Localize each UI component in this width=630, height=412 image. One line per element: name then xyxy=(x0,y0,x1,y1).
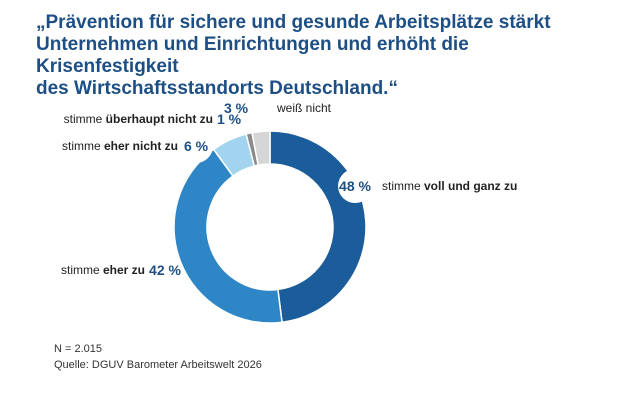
pct-badge-voll-und-ganz xyxy=(338,169,372,203)
pct-label-ueberhaupt-nicht: 1 % xyxy=(217,111,242,127)
category-label-emphasis: eher zu xyxy=(103,263,145,277)
chart-title-line: Unternehmen und Einrichtungen und erhöht… xyxy=(36,34,469,77)
category-label-prefix: stimme xyxy=(61,263,103,277)
chart-title-line: des Wirtschaftsstandorts Deutschland.“ xyxy=(36,78,398,99)
source-note: Quelle: DGUV Barometer Arbeitswelt 2026 xyxy=(54,359,262,371)
pct-badge-ueberhaupt-nicht xyxy=(214,104,244,134)
chart-title: „Prävention für sichere und gesunde Arbe… xyxy=(36,12,616,100)
category-label-eher-nicht: stimme eher nicht zu xyxy=(62,139,178,153)
category-label-emphasis: überhaupt nicht zu xyxy=(106,112,213,126)
category-label-eher-zu: stimme eher zu xyxy=(61,263,145,277)
category-label-weiss-nicht: weiß nicht xyxy=(276,101,332,115)
pct-badge-eher-nicht xyxy=(179,129,213,163)
slice-weiss-nicht xyxy=(251,130,271,166)
category-label-ueberhaupt-nicht: stimme überhaupt nicht zu xyxy=(64,112,213,126)
category-label-prefix: stimme xyxy=(64,112,106,126)
donut-labels: 48 % stimme voll und ganz zu 42 % stimme eh… xyxy=(61,100,517,287)
chart-title-line: „Prävention für sichere und gesunde Arbe… xyxy=(36,12,551,33)
category-label-prefix: weiß nicht xyxy=(276,101,332,115)
pct-label-eher-nicht: 6 % xyxy=(184,138,209,154)
pct-badge-eher-zu xyxy=(148,253,182,287)
category-label-voll-und-ganz: stimme voll und ganz zu xyxy=(382,179,517,193)
category-label-prefix: stimme xyxy=(382,179,424,193)
sample-size-note: N = 2.015 xyxy=(54,343,103,355)
category-label-prefix: stimme xyxy=(62,139,104,153)
slice-voll-und-ganz xyxy=(269,130,367,324)
category-label-emphasis: voll und ganz zu xyxy=(424,179,517,193)
pct-label-weiss-nicht: 3 % xyxy=(224,100,249,116)
category-label-emphasis: eher nicht zu xyxy=(104,139,178,153)
slice-eher-zu xyxy=(173,148,283,324)
pct-label-voll-und-ganz: 48 % xyxy=(339,178,371,194)
pct-label-eher-zu: 42 % xyxy=(149,262,181,278)
